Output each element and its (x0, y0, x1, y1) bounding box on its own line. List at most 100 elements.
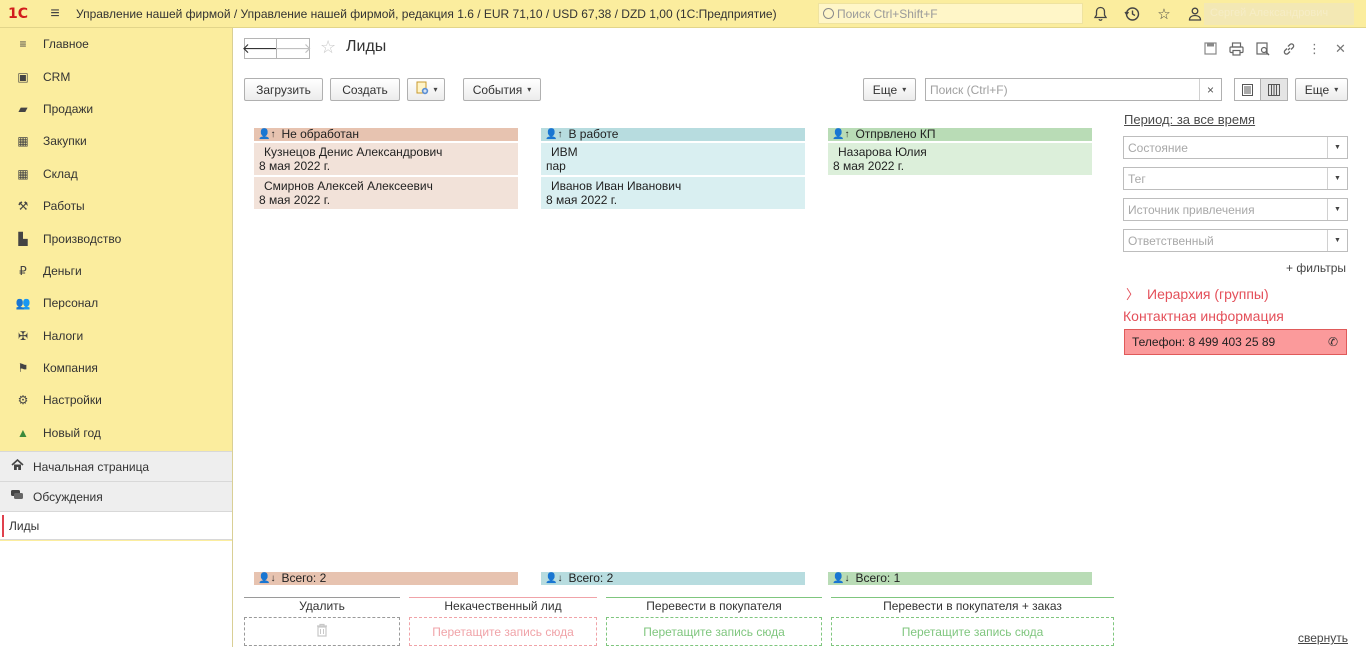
print-icon[interactable] (1228, 40, 1245, 57)
close-icon[interactable]: ✕ (1335, 40, 1346, 56)
more-right-button[interactable]: Еще ▾ (1295, 78, 1348, 101)
create-based-on-button[interactable]: ▾ (407, 78, 445, 101)
sort-person-icon: 👤↑ (258, 129, 276, 140)
lead-card[interactable]: ИВМ пар (541, 143, 805, 175)
users-icon[interactable] (1186, 4, 1206, 24)
link-icon[interactable] (1280, 40, 1297, 57)
chevron-down-icon[interactable]: ▼ (1327, 168, 1347, 189)
chevron-down-icon[interactable]: ▼ (1327, 137, 1347, 158)
tools-icon: ⚒ (17, 199, 29, 214)
column-header[interactable]: 👤↑ Не обработан (254, 128, 518, 141)
flag-icon: ⚑ (17, 361, 29, 376)
discussions-label: Обсуждения (33, 489, 103, 504)
sidebar-item-9[interactable]: ✠ Налоги (0, 320, 232, 352)
list-view-icon[interactable] (1234, 78, 1261, 101)
history-nav: 🡐 🡒 (242, 38, 312, 59)
chat-bubbles-icon (10, 489, 24, 504)
history-icon[interactable] (1122, 4, 1142, 24)
column-header[interactable]: 👤↑ В работе (541, 128, 805, 141)
open-window-tab-leads[interactable]: Лиды (0, 511, 232, 540)
sort-person-icon: 👤↑ (545, 129, 563, 140)
more-vertical-icon[interactable]: ⋮ (1308, 40, 1321, 56)
preview-icon[interactable] (1254, 40, 1271, 57)
kanban-view-icon[interactable] (1261, 78, 1288, 101)
tag-filter[interactable]: Тег ▼ (1123, 167, 1348, 190)
period-link[interactable]: Период: за все время (1124, 112, 1256, 127)
sidebar-item-label: Продажи (43, 101, 94, 116)
chevron-down-icon[interactable]: ▼ (1327, 230, 1347, 251)
sidebar-item-label: Склад (43, 166, 78, 181)
sidebar-nav: ≡ Главное ▣ CRM ▰ Продажи ▦ Закупки ▦ Склад ⚒ Работ… (0, 28, 232, 449)
lead-card[interactable]: Кузнецов Денис Александрович 8 мая 2022 г… (254, 143, 518, 175)
sidebar-item-5[interactable]: ⚒ Работы (0, 190, 232, 222)
column-title: Отпрвлено КП (855, 127, 936, 141)
drop-zone: Удалить (244, 597, 400, 646)
people-icon: 👥 (15, 296, 31, 311)
hierarchy-toggle[interactable]: 〉 Иерархия (группы) (1126, 284, 1269, 303)
collapse-link[interactable]: свернуть (1298, 631, 1348, 645)
sidebar-item-label: Налоги (43, 328, 84, 343)
lead-name: Назарова Юлия (838, 145, 927, 159)
drop-zone-hint: Перетащите запись сюда (643, 624, 785, 639)
list-search-placeholder: Поиск (Ctrl+F) (930, 82, 1008, 97)
bell-icon[interactable] (1090, 4, 1110, 24)
user-name[interactable]: Сергей Александрович (1204, 3, 1354, 25)
more-filters-link[interactable]: + фильтры (1286, 261, 1347, 275)
sidebar-item-3[interactable]: ▦ Закупки (0, 125, 232, 157)
drop-zone-target[interactable]: Перетащите запись сюда (409, 617, 597, 646)
sidebar-item-0[interactable]: ≡ Главное (0, 28, 232, 60)
sidebar-item-4[interactable]: ▦ Склад (0, 158, 232, 190)
save-icon[interactable] (1202, 40, 1219, 57)
sidebar-item-11[interactable]: ⚙ Настройки (0, 384, 232, 416)
events-button[interactable]: События ▾ (463, 78, 541, 101)
sidebar-item-label: Главное (43, 37, 89, 52)
more-left-button[interactable]: Еще ▾ (863, 78, 916, 101)
lead-name: Кузнецов Денис Александрович (264, 145, 443, 159)
discussions-link[interactable]: Обсуждения (0, 481, 232, 511)
state-filter[interactable]: Состояние ▼ (1123, 136, 1348, 159)
lead-date: пар (546, 159, 566, 173)
forward-button[interactable]: 🡒 (274, 38, 312, 59)
lead-card[interactable]: Смирнов Алексей Алексеевич 8 мая 2022 г. (254, 177, 518, 209)
drop-zone-target[interactable]: Перетащите запись сюда (606, 617, 822, 646)
list-search-input[interactable]: Поиск (Ctrl+F) × (925, 78, 1222, 101)
sidebar-item-10[interactable]: ⚑ Компания (0, 352, 232, 384)
sort-person-icon: 👤↓ (832, 573, 850, 584)
lead-card[interactable]: Назарова Юлия 8 мая 2022 г. (828, 143, 1092, 175)
sidebar-open-windows-area (0, 541, 232, 647)
chevron-down-icon[interactable]: ▼ (1327, 199, 1347, 220)
drop-zone-target[interactable] (244, 617, 400, 646)
sidebar-item-2[interactable]: ▰ Продажи (0, 93, 232, 125)
lead-card[interactable]: Иванов Иван Иванович 8 мая 2022 г. (541, 177, 805, 209)
main-menu-icon[interactable]: ≡ (50, 4, 60, 22)
contact-info-title: Контактная информация (1123, 308, 1284, 324)
drop-zone: Перевести в покупателя Перетащите запись … (606, 597, 822, 646)
global-search-input[interactable]: Поиск Ctrl+Shift+F (818, 3, 1083, 24)
chevron-down-icon: ▾ (1334, 85, 1339, 94)
favorite-star-icon[interactable]: ☆ (320, 37, 337, 57)
lead-date: 8 мая 2022 г. (259, 159, 331, 173)
favorites-star-icon[interactable]: ☆ (1157, 6, 1171, 23)
sidebar-item-7[interactable]: ₽ Деньги (0, 255, 232, 287)
open-window-label: Лиды (9, 518, 40, 533)
lead-date: 8 мая 2022 г. (259, 193, 331, 207)
clear-search-icon[interactable]: × (1199, 79, 1221, 100)
responsible-filter[interactable]: Ответственный ▼ (1123, 229, 1348, 252)
drop-zone-target[interactable]: Перетащите запись сюда (831, 617, 1114, 646)
sidebar-item-12[interactable]: ▲ Новый год (0, 417, 232, 449)
sidebar-item-6[interactable]: ▙ Производство (0, 222, 232, 254)
phone-contact[interactable]: Телефон: 8 499 403 25 89 ✆ (1124, 329, 1347, 355)
column-header[interactable]: 👤↑ Отпрвлено КП (828, 128, 1092, 141)
phone-icon[interactable]: ✆ (1327, 335, 1338, 349)
hierarchy-label: Иерархия (группы) (1147, 285, 1269, 302)
create-button[interactable]: Создать (330, 78, 400, 101)
back-button[interactable]: 🡐 (242, 38, 279, 59)
sidebar-item-1[interactable]: ▣ CRM (0, 60, 232, 92)
chevron-down-icon: ▾ (433, 85, 438, 94)
sidebar-item-label: Персонал (43, 296, 99, 311)
home-page-link[interactable]: Начальная страница (0, 451, 232, 481)
load-button[interactable]: Загрузить (244, 78, 323, 101)
source-filter[interactable]: Источник привлечения ▼ (1123, 198, 1348, 221)
sidebar-item-8[interactable]: 👥 Персонал (0, 287, 232, 319)
state-filter-placeholder: Состояние (1128, 140, 1188, 155)
